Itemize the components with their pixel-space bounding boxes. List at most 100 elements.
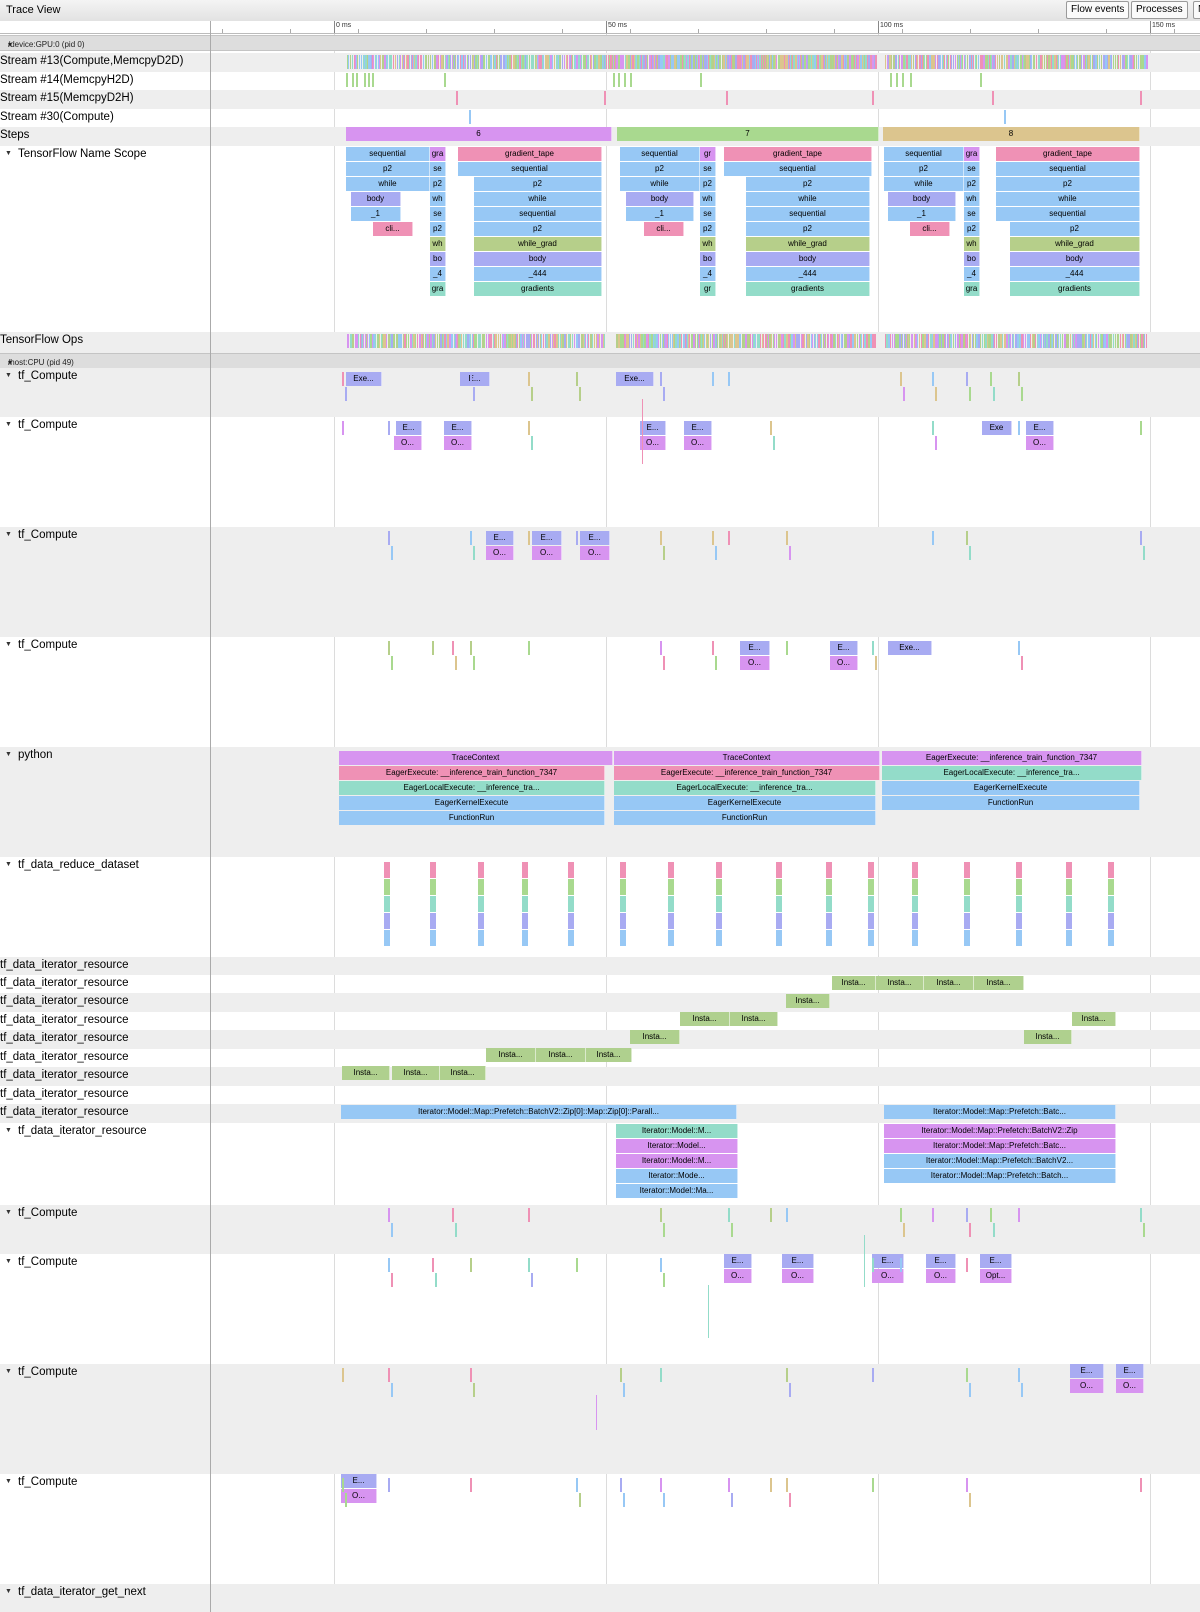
trace-slice[interactable]: while — [746, 192, 870, 206]
trace-event-mark[interactable] — [964, 55, 965, 69]
trace-event-mark[interactable] — [404, 55, 405, 69]
trace-event-mark[interactable] — [1081, 334, 1082, 348]
trace-event-mark[interactable] — [827, 55, 828, 69]
trace-event-mark[interactable] — [953, 55, 954, 69]
trace-event-mark[interactable] — [668, 896, 674, 912]
trace-event-mark[interactable] — [1012, 55, 1014, 69]
trace-event-mark[interactable] — [860, 334, 861, 348]
trace-event-mark[interactable] — [904, 334, 905, 348]
trace-event-mark[interactable] — [922, 334, 924, 348]
trace-event-mark[interactable] — [623, 55, 624, 69]
trace-event-mark[interactable] — [757, 334, 758, 348]
trace-event-mark[interactable] — [1123, 334, 1124, 348]
trace-event-mark[interactable] — [942, 334, 944, 348]
trace-event-mark[interactable] — [921, 55, 922, 69]
trace-event-mark[interactable] — [494, 334, 495, 348]
trace-event-mark[interactable] — [572, 334, 573, 348]
trace-event-mark[interactable] — [865, 55, 867, 69]
trace-event-mark[interactable] — [660, 641, 662, 655]
trace-event-mark[interactable] — [1068, 55, 1069, 69]
trace-event-mark[interactable] — [815, 334, 816, 348]
trace-event-mark[interactable] — [711, 55, 712, 69]
trace-event-mark[interactable] — [1099, 55, 1100, 69]
trace-slice[interactable]: E... — [782, 1254, 814, 1268]
trace-event-mark[interactable] — [372, 55, 373, 69]
trace-event-mark[interactable] — [1074, 55, 1075, 69]
trace-slice[interactable]: while — [474, 192, 602, 206]
trace-event-mark[interactable] — [556, 55, 558, 69]
trace-event-mark[interactable] — [1129, 334, 1130, 348]
trace-event-mark[interactable] — [660, 1258, 662, 1272]
trace-slice[interactable]: EagerKernelExecute — [614, 796, 876, 810]
trace-event-mark[interactable] — [1085, 55, 1086, 69]
trace-event-mark[interactable] — [550, 55, 552, 69]
trace-event-mark[interactable] — [1103, 55, 1105, 69]
trace-event-mark[interactable] — [893, 55, 895, 69]
trace-event-mark[interactable] — [1034, 55, 1035, 69]
trace-event-mark[interactable] — [890, 334, 891, 348]
trace-event-mark[interactable] — [384, 862, 390, 878]
trace-slice[interactable]: sequential — [996, 207, 1140, 221]
collapse-triangle-icon[interactable]: ▼ — [5, 1258, 12, 1265]
trace-event-mark[interactable] — [750, 55, 752, 69]
trace-event-mark[interactable] — [531, 436, 533, 450]
trace-event-mark[interactable] — [468, 55, 469, 69]
trace-event-mark[interactable] — [995, 55, 996, 69]
trace-slice[interactable]: bo — [964, 252, 980, 266]
trace-event-mark[interactable] — [804, 334, 805, 348]
trace-event-mark[interactable] — [924, 334, 926, 348]
trace-event-mark[interactable] — [620, 913, 626, 929]
trace-event-mark[interactable] — [798, 55, 799, 69]
trace-event-mark[interactable] — [1107, 55, 1108, 69]
trace-event-mark[interactable] — [1009, 334, 1010, 348]
trace-event-mark[interactable] — [845, 334, 847, 348]
trace-slice[interactable]: Insta... — [832, 976, 876, 990]
trace-event-mark[interactable] — [604, 334, 605, 348]
trace-event-mark[interactable] — [568, 930, 574, 946]
trace-event-mark[interactable] — [964, 913, 970, 929]
trace-event-mark[interactable] — [1120, 334, 1121, 348]
trace-event-mark[interactable] — [851, 55, 853, 69]
trace-event-mark[interactable] — [811, 334, 812, 348]
trace-slice[interactable]: gradients — [1010, 282, 1140, 296]
trace-slice[interactable]: sequential — [746, 207, 870, 221]
trace-event-mark[interactable] — [384, 879, 390, 895]
trace-event-mark[interactable] — [391, 1223, 393, 1237]
trace-event-mark[interactable] — [478, 896, 484, 912]
trace-event-mark[interactable] — [776, 930, 782, 946]
trace-event-mark[interactable] — [508, 55, 509, 69]
trace-event-mark[interactable] — [863, 334, 864, 348]
trace-event-mark[interactable] — [973, 55, 974, 69]
trace-slice[interactable]: FunctionRun — [339, 811, 605, 825]
trace-slice[interactable]: Opt... — [980, 1269, 1012, 1283]
trace-event-mark[interactable] — [896, 73, 898, 87]
trace-event-mark[interactable] — [1125, 55, 1127, 69]
trace-event-mark[interactable] — [613, 73, 615, 87]
trace-event-mark[interactable] — [708, 55, 709, 69]
trace-event-mark[interactable] — [940, 55, 941, 69]
trace-event-mark[interactable] — [564, 55, 565, 69]
trace-event-mark[interactable] — [683, 334, 685, 348]
trace-event-mark[interactable] — [755, 334, 756, 348]
trace-event-mark[interactable] — [528, 334, 529, 348]
trace-event-mark[interactable] — [1068, 334, 1069, 348]
trace-event-mark[interactable] — [377, 334, 379, 348]
trace-event-mark[interactable] — [1129, 55, 1130, 69]
trace-event-mark[interactable] — [984, 334, 985, 348]
trace-event-mark[interactable] — [484, 334, 485, 348]
trace-slice[interactable]: gra — [964, 282, 980, 296]
trace-event-mark[interactable] — [465, 55, 466, 69]
trace-event-mark[interactable] — [516, 55, 517, 69]
trace-event-mark[interactable] — [602, 55, 603, 69]
trace-event-mark[interactable] — [553, 334, 554, 348]
trace-event-mark[interactable] — [1054, 55, 1056, 69]
trace-event-mark[interactable] — [391, 546, 393, 560]
trace-slice[interactable]: O... — [532, 546, 562, 560]
trace-event-mark[interactable] — [1023, 334, 1024, 348]
trace-event-mark[interactable] — [370, 334, 371, 348]
trace-event-mark[interactable] — [342, 372, 344, 386]
trace-event-mark[interactable] — [588, 55, 589, 69]
trace-event-mark[interactable] — [515, 334, 516, 348]
trace-event-mark[interactable] — [908, 55, 910, 69]
trace-event-mark[interactable] — [1040, 55, 1042, 69]
